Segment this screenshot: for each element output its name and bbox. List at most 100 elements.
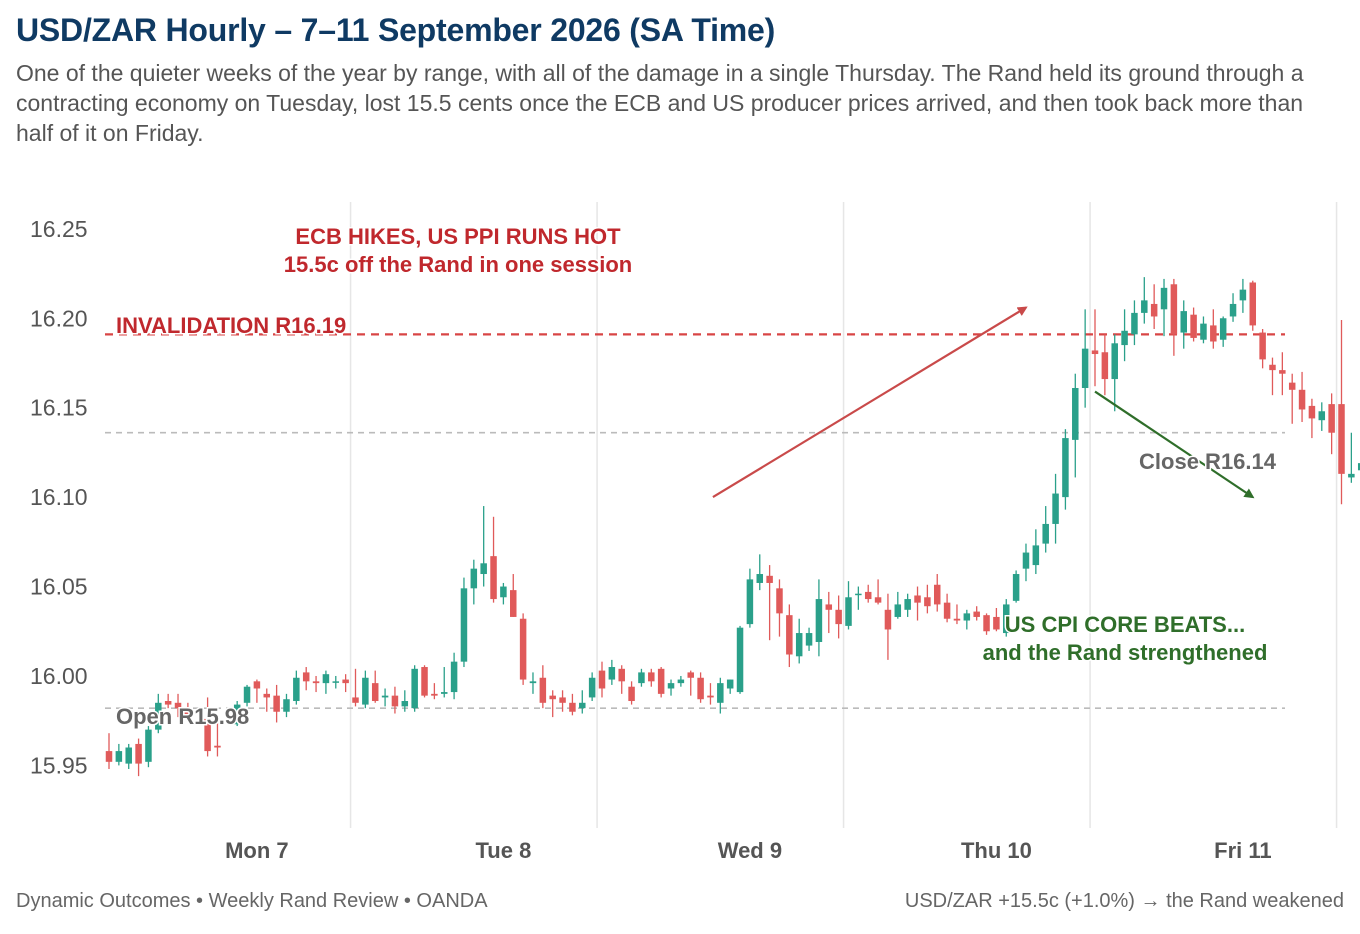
candle-up	[795, 618, 803, 664]
candle-body	[1160, 287, 1168, 310]
x-tick-label: Fri 11	[1214, 838, 1271, 863]
candles	[105, 277, 1360, 777]
candle-body	[795, 633, 803, 657]
candle-down	[510, 574, 517, 617]
candle-down	[391, 686, 399, 714]
candle-body	[283, 699, 290, 712]
annotation-cpi-line2: and the Rand strengthened	[983, 640, 1268, 665]
candle-body	[1150, 303, 1158, 317]
candle-down	[1190, 307, 1197, 342]
candle-up	[579, 690, 586, 714]
candle-body	[273, 695, 280, 712]
candle-up	[717, 677, 724, 714]
candle-body	[618, 668, 625, 682]
candle-body	[1338, 404, 1345, 474]
candle-body	[963, 613, 971, 621]
candle-up	[963, 609, 971, 630]
candlestick-chart: 15.95 16.00 16.05 16.10 16.15 16.20 16.25 Mon …	[30, 202, 1360, 863]
candle-up	[293, 670, 300, 705]
candle-body	[460, 588, 468, 662]
candle-down	[273, 684, 280, 723]
candle-down	[1298, 371, 1306, 422]
y-axis-ticks: 15.95 16.00 16.05 16.10 16.15 16.20 16.25	[30, 216, 88, 779]
candle-body	[1072, 388, 1079, 440]
candle-body	[322, 674, 330, 684]
candle-body	[914, 595, 921, 603]
candle-body	[490, 556, 497, 600]
candle-body	[1052, 493, 1059, 524]
candle-down	[983, 613, 990, 635]
candle-down	[657, 667, 665, 698]
candle-body	[707, 695, 714, 698]
candle-body	[687, 672, 694, 678]
candle-body	[184, 709, 192, 718]
candle-up	[726, 679, 734, 694]
candle-body	[746, 579, 754, 625]
candle-down	[973, 606, 980, 621]
candle-down	[598, 661, 606, 698]
candle-down	[914, 586, 921, 621]
candle-body	[598, 670, 606, 689]
candle-up	[1062, 429, 1069, 510]
candle-up	[1318, 402, 1326, 431]
y-tick-label: 16.00	[30, 663, 88, 689]
footer-summary: USD/ZAR +15.5c (+1.0%) → the Rand weaken…	[904, 890, 1344, 912]
candle-up	[1052, 473, 1059, 544]
candle-up	[1111, 334, 1118, 412]
candle-down	[1279, 352, 1286, 396]
candle-down	[786, 604, 793, 668]
candle-body	[529, 681, 537, 684]
candle-body	[697, 677, 704, 700]
candle-body	[756, 574, 764, 583]
candle-down	[1170, 278, 1178, 356]
candle-up	[332, 675, 340, 689]
candle-down	[943, 593, 951, 623]
candle-body	[835, 609, 842, 625]
candle-up	[1022, 543, 1030, 582]
close-label: Close R16.14	[1139, 449, 1277, 474]
annotation-arrows	[712, 306, 1255, 499]
candle-down	[933, 574, 941, 612]
candle-body	[371, 683, 379, 702]
candle-body	[135, 743, 142, 764]
candle-body	[805, 633, 813, 646]
candle-body	[401, 701, 409, 707]
candle-up	[815, 579, 823, 657]
candle-body	[983, 615, 990, 632]
candle-body	[312, 681, 320, 684]
candle-body	[1022, 552, 1030, 569]
candle-down	[519, 613, 527, 685]
annotation-labels: ECB HIKES, US PPI RUNS HOT 15.5c off the …	[115, 223, 1279, 731]
candle-up	[1229, 293, 1237, 322]
candle-up	[1121, 309, 1128, 362]
candle-body	[549, 695, 556, 700]
candle-down	[924, 584, 931, 614]
annotation-cpi-line1: US CPI CORE BEATS...	[1005, 612, 1245, 637]
candle-up	[460, 577, 468, 668]
x-tick-label: Tue 8	[475, 838, 531, 863]
candle-down	[825, 591, 833, 634]
candle-body	[736, 627, 744, 693]
candle-down	[312, 675, 320, 693]
candle-body	[214, 745, 221, 748]
candle-body	[1141, 300, 1148, 313]
candle-down	[1101, 334, 1109, 396]
candle-down	[1288, 373, 1296, 424]
candle-down	[687, 670, 694, 696]
candle-body	[1111, 343, 1118, 380]
candle-body	[1032, 545, 1040, 566]
candle-body	[1180, 311, 1187, 333]
candle-up	[500, 582, 507, 605]
candle-body	[470, 568, 478, 589]
candle-body	[1239, 289, 1247, 301]
candle-down	[1338, 320, 1345, 505]
candle-body	[1288, 382, 1296, 390]
candle-body	[884, 609, 892, 630]
candle-body	[105, 751, 113, 762]
chart-title: USD/ZAR Hourly – 7–11 September 2026 (SA…	[16, 12, 776, 48]
x-axis-ticks: Mon 7 Tue 8 Wed 9 Thu 10 Fri 11	[225, 838, 1272, 863]
candle-body	[648, 672, 655, 682]
x-tick-label: Mon 7	[225, 838, 289, 863]
candle-body	[302, 672, 310, 682]
candle-up	[667, 679, 675, 696]
